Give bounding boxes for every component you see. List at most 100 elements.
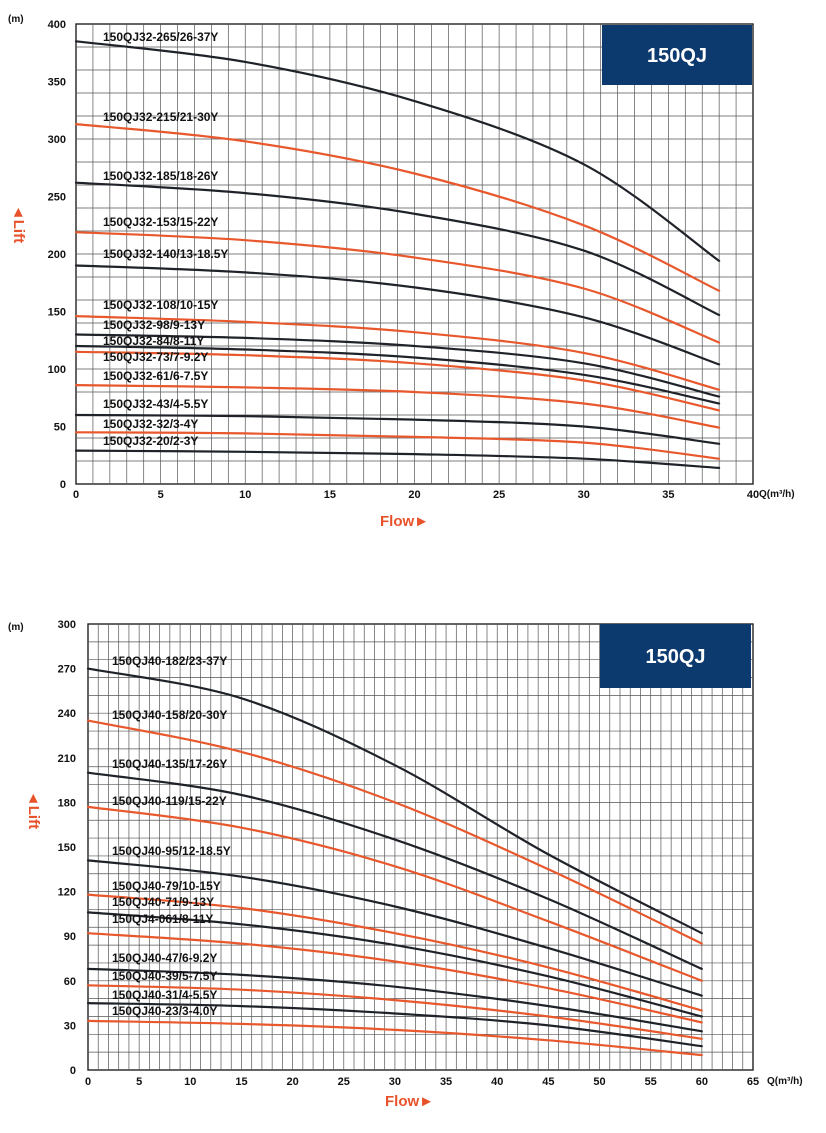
- series-line-150QJ40-79/10-15Y: [86, 893, 703, 1012]
- series-label: 150QJ40-47/6-9.2Y: [112, 951, 217, 965]
- y-tick-label: 150: [48, 307, 66, 319]
- series-line-150QJ32-84/8-11Y: [74, 344, 721, 405]
- y-tick-label: 150: [58, 842, 76, 854]
- series-label: 150QJ40-79/10-15Y: [112, 879, 221, 893]
- y-unit-label: (m): [8, 14, 24, 25]
- x-tick-label: 5: [158, 489, 164, 501]
- series-line-150QJ40-71/9-13Y: [86, 911, 703, 1018]
- x-tick-label: 55: [645, 1076, 657, 1088]
- x-tick-label: 10: [184, 1076, 196, 1088]
- x-tick-label: 35: [440, 1076, 452, 1088]
- x-tick-label: 0: [85, 1076, 91, 1088]
- series-line-150QJ4-061/8-11Y: [86, 932, 703, 1024]
- series-label: 150QJ40-182/23-37Y: [112, 654, 227, 668]
- x-unit-label: Q(m³/h): [767, 1076, 803, 1087]
- y-axis-title: ◄Lift: [10, 205, 27, 243]
- series-label: 150QJ32-185/18-26Y: [103, 169, 218, 183]
- series-line-150QJ40-182/23-37Y: [86, 667, 703, 935]
- series-label: 150QJ32-73/7-9.2Y: [103, 350, 208, 364]
- y-tick-label: 0: [60, 479, 66, 491]
- x-axis-title: Flow►: [380, 513, 429, 530]
- x-tick-label: 0: [73, 489, 79, 501]
- series-label: 150QJ40-39/5-7.5Y: [112, 969, 217, 983]
- series-line-150QJ32-32/3-4Y: [74, 431, 721, 460]
- y-tick-label: 300: [48, 134, 66, 146]
- x-tick-label: 15: [235, 1076, 247, 1088]
- series-label: 150QJ32-153/15-22Y: [103, 215, 218, 229]
- plot-frame: [87, 623, 754, 1071]
- x-tick-label: 25: [338, 1076, 350, 1088]
- series-line-150QJ32-108/10-15Y: [74, 315, 721, 391]
- series-line-150QJ40-119/15-22Y: [86, 805, 703, 982]
- grid: [76, 24, 753, 484]
- series-label: 150QJ32-98/9-13Y: [103, 318, 205, 332]
- series-line-150QJ32-98/9-13Y: [74, 333, 721, 398]
- x-tick-label: 30: [578, 489, 590, 501]
- series-line-150QJ32-61/6-7.5Y: [74, 384, 721, 429]
- series-line-150QJ32-153/15-22Y: [74, 231, 721, 344]
- y-tick-label: 250: [48, 192, 66, 204]
- y-tick-label: 200: [48, 249, 66, 261]
- x-tick-label: 35: [662, 489, 674, 501]
- x-unit-label: Q(m³/h): [759, 489, 795, 500]
- model-badge: [602, 25, 752, 85]
- x-tick-label: 40: [491, 1076, 503, 1088]
- x-tick-label: 50: [593, 1076, 605, 1088]
- y-tick-label: 100: [48, 364, 66, 376]
- y-tick-label: 350: [48, 77, 66, 89]
- x-tick-label: 25: [493, 489, 505, 501]
- y-tick-label: 0: [70, 1065, 76, 1077]
- y-tick-label: 60: [64, 976, 76, 988]
- series-line-150QJ32-20/2-3Y: [74, 449, 721, 469]
- x-tick-label: 20: [286, 1076, 298, 1088]
- y-tick-label: 240: [58, 708, 76, 720]
- series-line-150QJ32-140/13-18.5Y: [74, 264, 721, 366]
- y-tick-label: 90: [64, 931, 76, 943]
- y-unit-label: (m): [8, 622, 24, 633]
- series-label: 150QJ32-265/26-37Y: [103, 30, 218, 44]
- y-tick-label: 50: [54, 422, 66, 434]
- series-label: 150QJ32-20/2-3Y: [103, 434, 198, 448]
- y-tick-label: 400: [48, 19, 66, 31]
- series-label: 150QJ40-71/9-13Y: [112, 895, 214, 909]
- x-tick-label: 40: [747, 489, 759, 501]
- x-tick-label: 20: [408, 489, 420, 501]
- series-line-150QJ32-43/4-5.5Y: [74, 413, 721, 445]
- series-label: 150QJ32-140/13-18.5Y: [103, 247, 228, 261]
- series-label: 150QJ40-23/3-4.0Y: [112, 1004, 217, 1018]
- y-tick-label: 180: [58, 797, 76, 809]
- series-label: 150QJ40-31/4-5.5Y: [112, 988, 217, 1002]
- y-tick-label: 120: [58, 887, 76, 899]
- series-line-150QJ40-23/3-4.0Y: [86, 1019, 703, 1057]
- x-tick-label: 45: [542, 1076, 554, 1088]
- x-axis-title: Flow►: [385, 1093, 434, 1110]
- series-line-150QJ32-215/21-30Y: [74, 123, 721, 292]
- x-tick-label: 30: [389, 1076, 401, 1088]
- series-label: 150QJ32-43/4-5.5Y: [103, 397, 208, 411]
- chart-2: 0 30 60 90 120 150 180 210 240 270 300 0 5 10 15 20 25 30…: [8, 619, 803, 1110]
- series-label: 150QJ32-215/21-30Y: [103, 110, 218, 124]
- series-line-150QJ40-39/5-7.5Y: [86, 984, 703, 1040]
- series-line-150QJ40-158/20-30Y: [86, 719, 703, 945]
- series-label: 150QJ32-108/10-15Y: [103, 298, 218, 312]
- series-line-150QJ32-73/7-9.2Y: [74, 350, 721, 412]
- x-tick-label: 60: [696, 1076, 708, 1088]
- series-line-150QJ32-185/18-26Y: [74, 181, 721, 317]
- y-axis-title: ◄Lift: [25, 791, 42, 829]
- series-line-150QJ40-47/6-9.2Y: [86, 967, 703, 1033]
- series-line-150QJ40-135/17-26Y: [86, 771, 703, 970]
- series-label: 150QJ32-32/3-4Y: [103, 417, 198, 431]
- series-label: 150QJ32-61/6-7.5Y: [103, 369, 208, 383]
- x-tick-label: 15: [324, 489, 336, 501]
- series-label: 150QJ32-84/8-11Y: [103, 334, 204, 348]
- series-label: 150QJ40-135/17-26Y: [112, 757, 227, 771]
- x-tick-label: 5: [136, 1076, 142, 1088]
- series-line-150QJ40-31/4-5.5Y: [86, 1002, 703, 1048]
- series-label: 150QJ40-158/20-30Y: [112, 708, 227, 722]
- series-label: 150QJ40-95/12-18.5Y: [112, 844, 231, 858]
- series-label: 150QJ40-119/15-22Y: [112, 794, 227, 808]
- y-tick-label: 270: [58, 664, 76, 676]
- model-badge-text: 150QJ: [645, 646, 705, 668]
- x-tick-label: 65: [747, 1076, 759, 1088]
